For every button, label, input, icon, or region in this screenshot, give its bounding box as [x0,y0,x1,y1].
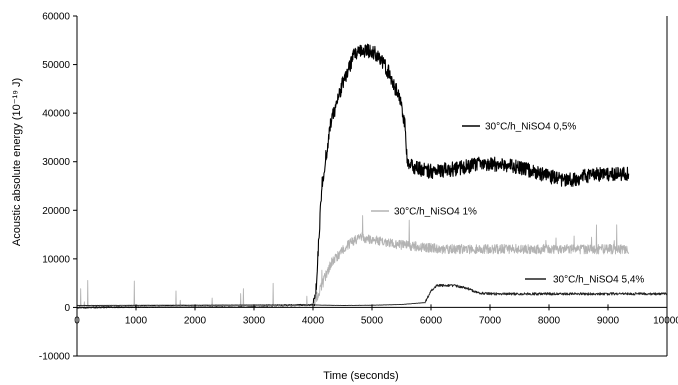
x-axis-title: Time (seconds) [323,370,398,382]
y-tick-label: 0 [64,303,70,314]
y-tick-label: 10000 [42,254,70,265]
x-tick-label: 4000 [302,315,325,326]
y-tick-label: 40000 [42,109,70,120]
y-tick-label: -10000 [39,352,71,363]
x-tick-label: 6000 [420,315,443,326]
y-tick-label: 50000 [42,60,70,71]
legend-entry-5-4-percent: 30°C/h_NiSO4 5,4% [525,275,644,286]
x-tick-label: 1000 [125,315,148,326]
legend-label: 30°C/h_NiSO4 1% [394,207,477,218]
series-0-5-percent [76,43,630,309]
series-5-4-percent [76,283,668,307]
x-tick-label: 8000 [538,315,561,326]
x-tick-label: 2000 [184,315,207,326]
y-axis-title: Acoustic absolute energy (10⁻¹⁹ J) [11,78,23,246]
y-tick-label: 20000 [42,206,70,217]
series-layer [76,43,668,309]
legend-label: 30°C/h_NiSO4 5,4% [553,275,644,286]
x-tick-label: 9000 [597,315,620,326]
x-tick-label: 5000 [361,315,384,326]
legend-layer: 30°C/h_NiSO4 0,5% 30°C/h_NiSO4 1% 30°C/h_N… [371,122,644,286]
legend-entry-1-percent: 30°C/h_NiSO4 1% [371,207,477,218]
series-1-percent [76,215,630,309]
legend-label: 30°C/h_NiSO4 0,5% [485,122,576,133]
legend-entry-0-5-percent: 30°C/h_NiSO4 0,5% [462,122,576,133]
x-tick-label: 7000 [479,315,502,326]
ticks-layer: 0 1000 2000 3000 4000 5000 6000 7000 8000 9000 100… [39,12,678,363]
x-tick-label: 10000 [653,315,678,326]
x-tick-label: 0 [74,315,80,326]
y-tick-label: 60000 [42,12,70,23]
y-tick-label: 30000 [42,157,70,168]
x-tick-label: 3000 [243,315,266,326]
